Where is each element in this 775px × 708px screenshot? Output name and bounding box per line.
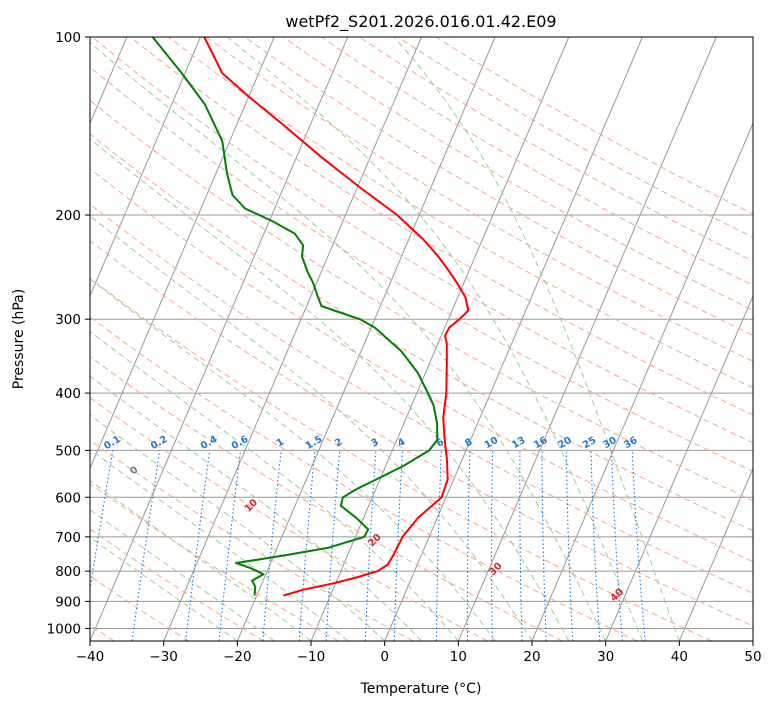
dry-adiabat-line xyxy=(90,168,753,563)
isotherm-line xyxy=(163,37,422,641)
x-tick-label: 10 xyxy=(450,649,467,665)
moist-adiabat-line xyxy=(90,215,533,641)
y-tick-label: 900 xyxy=(55,594,81,610)
x-axis-label: Temperature (°C) xyxy=(360,681,482,697)
moist-adiabat-line xyxy=(90,414,386,641)
dry-adiabat-line xyxy=(90,203,753,594)
mixing-ratio-label: 8 xyxy=(463,437,475,450)
mixing-ratio-line xyxy=(131,450,161,641)
plot-background xyxy=(90,37,753,641)
x-tick-label: 50 xyxy=(744,649,761,665)
mixing-ratio-label: 6 xyxy=(435,437,447,450)
y-tick-label: 300 xyxy=(55,312,81,328)
mixing-ratio-line xyxy=(185,450,211,641)
moist-adiabat-lines xyxy=(90,37,680,641)
dry-adiabat-line xyxy=(90,483,339,641)
pressure-gridlines xyxy=(90,37,753,629)
dry-adiabat-line xyxy=(244,37,753,336)
y-tick-label: 600 xyxy=(55,490,81,506)
isotherm-line xyxy=(752,639,753,641)
isotherm-line xyxy=(236,37,496,641)
moist-adiabat-line xyxy=(90,278,496,641)
mixing-ratio-lines xyxy=(90,450,646,641)
dry-adiabat-line xyxy=(91,37,753,444)
y-tick-label: 400 xyxy=(55,386,81,402)
isotherm-line xyxy=(605,294,753,641)
y-tick-label: 800 xyxy=(55,564,81,580)
dry-adiabat-line xyxy=(130,37,753,416)
dry-adiabat-line xyxy=(90,133,753,532)
moist-adiabat-line xyxy=(393,37,680,641)
x-tick-label: −40 xyxy=(76,649,105,665)
moist-adiabat-line xyxy=(90,536,238,641)
chart-title: wetPf2_S201.2026.016.01.42.E09 xyxy=(285,12,556,32)
x-tick-label: 30 xyxy=(597,649,614,665)
dry-adiabat-line xyxy=(90,356,563,641)
y-axis-label: Pressure (hPa) xyxy=(11,289,27,389)
moist-adiabat-line xyxy=(90,330,459,641)
dry-adiabat-line xyxy=(90,99,753,502)
y-tick-label: 1000 xyxy=(47,621,81,637)
temperature-line xyxy=(203,37,470,597)
background-lines xyxy=(90,37,753,641)
mixing-ratio-line xyxy=(218,450,242,641)
sounding-series xyxy=(151,37,470,597)
moist-adiabat-line xyxy=(90,41,607,641)
plot-frame xyxy=(89,36,754,642)
moist-adiabat-line xyxy=(227,37,643,641)
mixing-ratio-label: 3 xyxy=(369,437,381,450)
y-tick-label: 200 xyxy=(55,208,81,224)
x-tick-label: 20 xyxy=(523,649,540,665)
x-tick-label: −20 xyxy=(223,649,252,665)
x-tick-label: −30 xyxy=(149,649,178,665)
isotherm-line xyxy=(678,467,753,641)
dry-adiabat-label: -10 xyxy=(32,438,52,458)
isotherm-line xyxy=(457,37,717,641)
x-axis-ticks: −40 −30 −20 −10 0 10 20 30 40 50 xyxy=(76,641,762,665)
isotherm-line xyxy=(531,122,753,641)
y-axis-ticks: 100 200 300 400 500 600 700 800 900 1000 xyxy=(47,30,90,637)
mixing-ratio-label: 1 xyxy=(275,436,287,449)
y-tick-label: 100 xyxy=(55,30,81,46)
dry-adiabat-line xyxy=(90,316,638,641)
y-tick-label: 500 xyxy=(55,443,81,459)
dry-adiabat-line xyxy=(282,37,753,311)
moist-adiabat-line xyxy=(90,138,570,641)
isotherm-line xyxy=(90,37,201,298)
x-tick-label: −10 xyxy=(297,649,326,665)
dry-adiabat-line xyxy=(90,277,712,641)
dry-adiabat-lines xyxy=(90,37,753,641)
dry-adiabat-line xyxy=(168,37,753,389)
mixing-ratio-line xyxy=(90,450,114,593)
isotherm-line xyxy=(384,37,643,641)
y-tick-label: 700 xyxy=(55,530,81,546)
mixing-ratio-label: 4 xyxy=(396,436,408,449)
mixing-ratio-line xyxy=(262,450,282,641)
isotherm-line xyxy=(90,37,275,470)
moist-adiabat-line xyxy=(90,509,275,641)
moist-adiabat-line xyxy=(90,480,312,641)
x-tick-label: 0 xyxy=(380,649,389,665)
dewpoint-line xyxy=(151,37,439,596)
dry-adiabat-line xyxy=(90,528,264,641)
x-tick-label: 40 xyxy=(671,649,688,665)
mixing-ratio-label: 2 xyxy=(333,437,344,450)
dry-adiabat-line xyxy=(90,240,753,627)
